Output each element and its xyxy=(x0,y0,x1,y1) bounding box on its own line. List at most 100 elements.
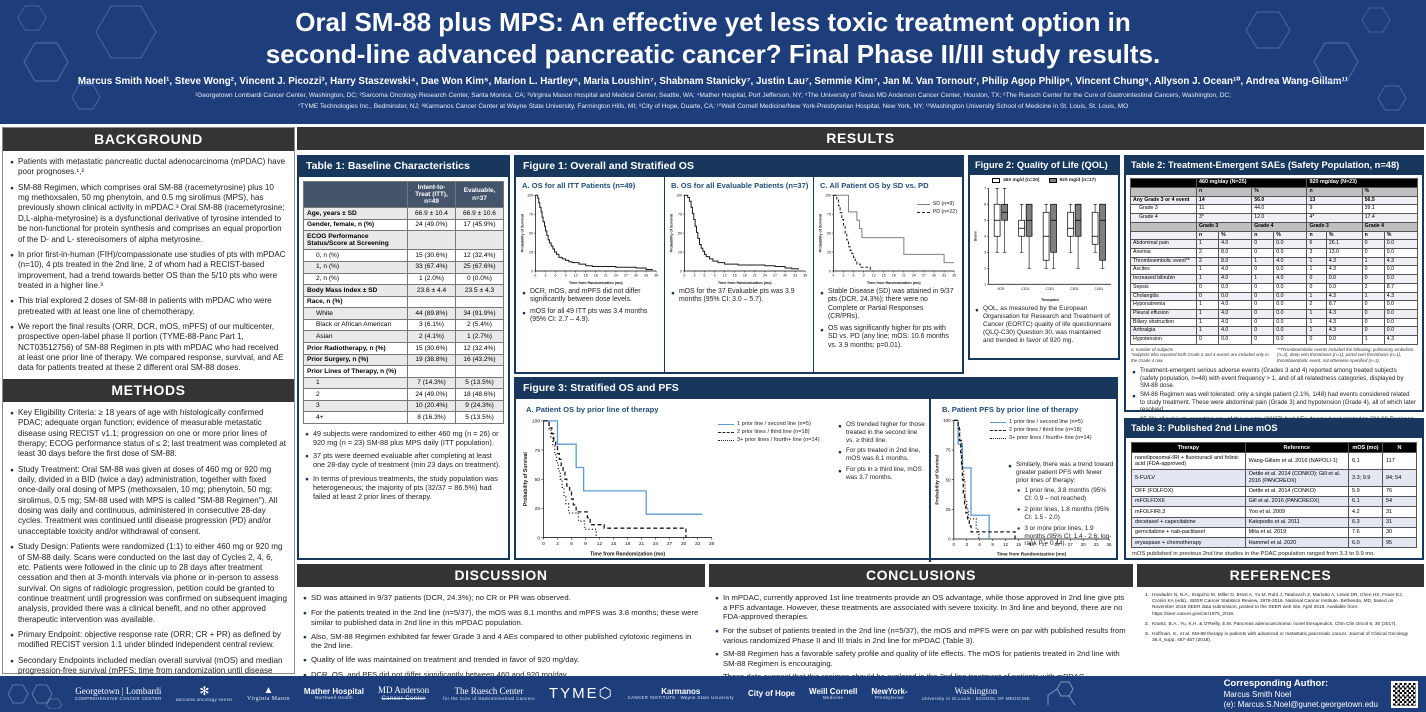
methods-bullets: Key Eligibility Criteria: ≥ 18 years of … xyxy=(3,402,294,697)
figure1c-bullets: Stable Disease (SD) was attained in 9/37… xyxy=(818,285,958,350)
figure1c-bullet: Stable Disease (SD) was attained in 9/37… xyxy=(820,288,956,322)
svg-text:18: 18 xyxy=(892,273,896,277)
footer-logo: TYME⬡ xyxy=(548,685,614,703)
legend-item: SD (n=9) xyxy=(916,201,957,207)
svg-text:5: 5 xyxy=(984,219,986,223)
svg-text:30: 30 xyxy=(932,273,936,277)
svg-text:C1D1: C1D1 xyxy=(1021,287,1030,291)
background-bullet: This trial explored 2 doses of SM-88 in … xyxy=(10,296,287,317)
table1-row: 2, n (%) 1 (2.0%) 0 (0.0%) xyxy=(303,272,504,286)
conclusions-bullet: SM-88 Regimen has a favorable safety pro… xyxy=(715,649,1127,668)
figure1a-bullets: DCR, mOS, and mPFS did not differ signif… xyxy=(520,285,660,325)
background-bullet: Patients with metastatic pancreatic duct… xyxy=(10,157,287,178)
svg-text:50: 50 xyxy=(678,231,682,235)
svg-text:12: 12 xyxy=(1003,542,1009,547)
discussion-section-header: DISCUSSION xyxy=(297,564,705,587)
table3-row: 5-FU/LV Oettle et al. 2014 (CONKO); Gill … xyxy=(1131,468,1417,487)
svg-text:75: 75 xyxy=(529,212,533,216)
svg-text:21: 21 xyxy=(639,541,645,547)
svg-text:0: 0 xyxy=(531,269,533,273)
reference-item: 2. Krantz, B.A., Yu, K.H. & O'Reilly, E.M… xyxy=(1145,621,1397,627)
svg-text:36: 36 xyxy=(952,273,956,277)
footer-logo: ✻ sarcoma oncology center xyxy=(175,683,233,703)
svg-text:25: 25 xyxy=(678,250,682,254)
footer-logo: City of Hope xyxy=(747,689,796,699)
svg-text:4: 4 xyxy=(984,235,986,239)
poster-header: Oral SM-88 plus MPS: An effective yet le… xyxy=(0,0,1426,124)
table2-ae-row: Thromboembolic event** 2 8.0 1 4.0 1 4.3 1 4.3 xyxy=(1130,256,1419,267)
figure1-title: Figure 1: Overall and Stratified OS xyxy=(516,157,962,177)
table3-title: Table 3: Published 2nd Line mOS xyxy=(1126,420,1422,438)
svg-text:Score: Score xyxy=(974,231,978,241)
legend-item: 1 prior line / second line (n=5) xyxy=(990,419,1118,425)
svg-text:9: 9 xyxy=(584,541,587,547)
table3-row: OFF (FOLFOX) Oettle et al. 2014 (CONKO) 5.… xyxy=(1131,485,1417,497)
svg-text:Time from Randomization (mo): Time from Randomization (mo) xyxy=(997,551,1067,557)
legend-line-sample xyxy=(990,429,1006,431)
svg-text:6: 6 xyxy=(984,203,986,207)
left-column: BACKGROUND Patients with metastatic panc… xyxy=(2,127,295,696)
svg-text:50: 50 xyxy=(946,477,952,482)
svg-text:21: 21 xyxy=(902,273,906,277)
svg-text:9: 9 xyxy=(565,273,567,277)
table1-row: Age, years ± SD 66.9 ± 10.4 66.9 ± 10.6 xyxy=(303,207,504,220)
svg-text:12: 12 xyxy=(574,273,578,277)
svg-text:Probability of Survival: Probability of Survival xyxy=(819,214,823,253)
svg-text:C2D1: C2D1 xyxy=(1046,287,1055,291)
conclusions-bullet: For the subset of patients treated in th… xyxy=(715,626,1127,645)
svg-text:0: 0 xyxy=(537,535,540,541)
table1-bullets: 49 subjects were randomized to either 46… xyxy=(299,424,508,501)
table1-row: Race, n (%) xyxy=(303,295,504,309)
svg-text:9: 9 xyxy=(991,542,994,547)
svg-text:0: 0 xyxy=(542,541,545,547)
figure3a-bullet: For pts treated in 2nd line, mOS was 8.1… xyxy=(838,447,926,463)
discussion-bullet: For the patients treated in the 2nd line… xyxy=(303,608,699,627)
poster-title-line1: Oral SM-88 plus MPS: An effective yet le… xyxy=(295,7,1131,37)
svg-text:6: 6 xyxy=(853,273,855,277)
table3-panel: Table 3: Published 2nd Line mOS Therapy … xyxy=(1124,418,1424,560)
figure3b-bullet: Similarly, there was a trend toward grea… xyxy=(1008,461,1114,484)
figure1c-bullet: OS was significantly higher for pts with… xyxy=(820,325,956,350)
table2-panel: Table 2: Treatment-Emergent SAEs (Safety… xyxy=(1124,155,1424,423)
svg-text:SCR: SCR xyxy=(997,287,1005,291)
svg-text:12: 12 xyxy=(723,273,727,277)
figure1c-legend: SD (n=9) PD (n=22) xyxy=(916,201,957,215)
svg-text:Time from Randomization (mo): Time from Randomization (mo) xyxy=(718,281,773,285)
hexagon-pattern-right xyxy=(1245,7,1407,111)
figure2-bullet: QOL, as measured by the European Organis… xyxy=(975,305,1113,345)
figure3a-legend: 1 prior line / second line (n=5) 2 prior … xyxy=(718,421,840,443)
svg-text:75: 75 xyxy=(678,212,682,216)
svg-text:21: 21 xyxy=(753,273,757,277)
svg-text:7: 7 xyxy=(984,187,986,191)
table2-footnote-dst: **Thromboembolic events included the fol… xyxy=(1277,346,1414,363)
table1-row: ECOG Performance Status/Score at Screeni… xyxy=(303,230,504,251)
figure1a-bullet: DCR, mOS, and mPFS did not differ signif… xyxy=(522,288,658,305)
table2-ae-row: Hypotension 0 0.0 0 0.0 0 0.0 1 4.3 xyxy=(1130,335,1419,345)
methods-bullet: Study Treatment: Oral SM-88 was given at… xyxy=(10,465,287,538)
table1-bullet: 49 subjects were randomized to either 46… xyxy=(305,429,502,447)
svg-text:25: 25 xyxy=(529,250,533,254)
footer-logo: Weill Cornell Medicine xyxy=(809,686,858,701)
figure3b-bullets: Similarly, there was a trend toward grea… xyxy=(1008,461,1114,551)
figure3-panel: Figure 3: Stratified OS and PFS A. Patie… xyxy=(514,377,1118,562)
svg-text:Probability of Survival: Probability of Survival xyxy=(523,452,529,507)
background-bullet: We report the final results (ORR, DCR, m… xyxy=(10,322,287,374)
baseline-characteristics-table: Intent-to-Treat (ITT), n=49 Evaluable, n… xyxy=(303,180,504,425)
table1-row: 2 24 (49.0%) 18 (48.6%) xyxy=(303,388,504,401)
svg-text:25: 25 xyxy=(827,250,831,254)
svg-text:0: 0 xyxy=(829,269,831,273)
table2-bullet: SM-88 Regimen was well tolerated: only a… xyxy=(1132,391,1416,413)
table1-row: Prior Lines of Therapy, n (%) xyxy=(303,365,504,378)
reference-item: 1. Howlader N, N.A., Krapcho M, Miller D,… xyxy=(1145,593,1403,617)
svg-text:0: 0 xyxy=(832,273,834,277)
table2-title: Table 2: Treatment-Emergent SAEs (Safety… xyxy=(1126,157,1422,175)
table3-row: mFOLFOX6 Gill et al. 2016 (PANCREOX) 6.1 54 xyxy=(1131,495,1417,508)
svg-text:27: 27 xyxy=(624,273,628,277)
svg-text:50: 50 xyxy=(827,231,831,235)
svg-text:18: 18 xyxy=(594,273,598,277)
svg-text:18: 18 xyxy=(743,273,747,277)
figure1b-bullets: mOS for the 37 Evaluable pts was 3.9 mon… xyxy=(669,285,809,305)
table1-bullet: In terms of previous treatments, the stu… xyxy=(305,474,502,501)
author-list: Marcus Smith Noel¹, Steve Wong², Vincent… xyxy=(77,76,1349,88)
